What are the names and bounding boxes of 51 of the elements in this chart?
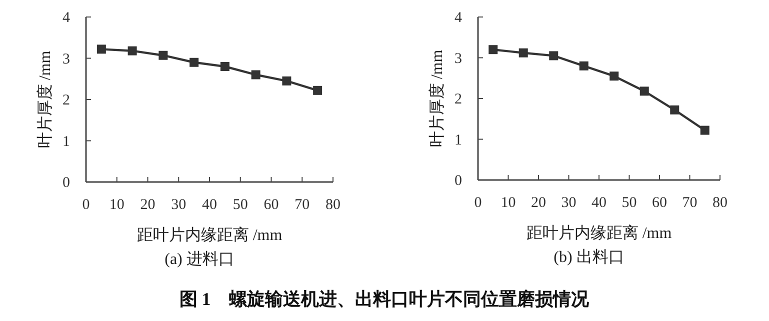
y-tick-label: 3: [62, 51, 70, 68]
y-tick-label: 4: [454, 10, 462, 26]
x-tick-label: 60: [652, 195, 667, 211]
point: [158, 50, 168, 60]
point: [518, 48, 528, 58]
y-axis-title: 叶片厚度 /mm: [36, 50, 54, 148]
point: [251, 70, 260, 80]
y-tick-label: 0: [62, 175, 70, 191]
y-axis-title: 叶片厚度 /mm: [428, 49, 446, 148]
text: (a) 进料口: [164, 250, 234, 268]
x-tick-label: 30: [171, 197, 186, 213]
point: [96, 44, 106, 54]
y-tick-label: 3: [454, 50, 462, 67]
text: (b) 出料口: [554, 248, 624, 266]
caption: 图 1 螺旋输送机进、出料口叶片不同位置磨损情况: [179, 289, 590, 309]
point: [670, 105, 680, 114]
point: [313, 86, 322, 95]
x-tick-label: 80: [712, 195, 728, 211]
x-axis-title: 距叶片内缘距离 /mm: [136, 226, 283, 244]
x-tick-label: 20: [140, 197, 156, 213]
x-tick-label: 70: [682, 195, 698, 211]
x-tick-label: 10: [109, 197, 124, 213]
point: [488, 45, 498, 54]
x-tick-label: 0: [474, 195, 482, 211]
y-tick-label: 4: [62, 10, 70, 26]
x-tick-label: 10: [500, 195, 516, 211]
x-tick-label: 40: [592, 195, 606, 211]
x-tick-label: 70: [294, 197, 310, 213]
point: [128, 46, 137, 56]
point: [549, 51, 558, 60]
point: [700, 126, 710, 135]
y-tick-label: 2: [62, 92, 70, 108]
point: [282, 76, 292, 86]
x-tick-label: 50: [622, 195, 637, 211]
x-tick-label: 80: [326, 197, 340, 213]
x-tick-label: 0: [82, 197, 90, 213]
x-tick-label: 20: [531, 195, 546, 211]
point: [220, 62, 230, 71]
point: [579, 61, 588, 70]
x-tick-label: 40: [202, 197, 217, 213]
point: [640, 86, 649, 96]
y-tick-label: 1: [62, 134, 70, 150]
x-tick-label: 50: [232, 197, 248, 213]
y-tick-label: 0: [454, 173, 462, 189]
y-tick-label: 1: [454, 132, 462, 148]
y-tick-label: 2: [454, 92, 462, 108]
x-tick-label: 30: [561, 195, 576, 211]
x-axis-title: 距叶片内缘距离 /mm: [526, 224, 672, 242]
point: [190, 58, 199, 67]
point: [610, 72, 619, 81]
x-tick-label: 60: [264, 197, 279, 213]
